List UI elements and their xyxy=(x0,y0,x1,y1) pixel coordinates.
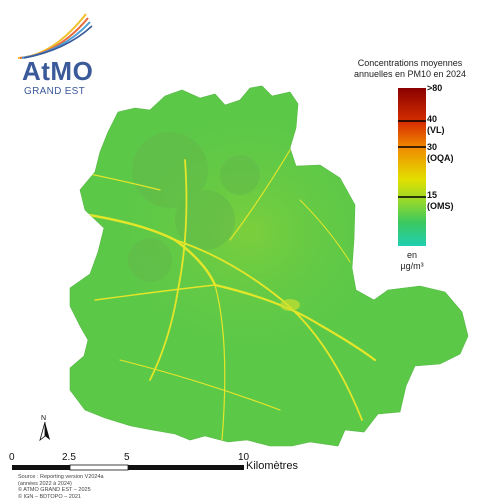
hotspot xyxy=(280,299,300,311)
scale-tick-2-5: 2.5 xyxy=(62,452,76,463)
legend-oqa-value: 30 xyxy=(427,142,438,152)
road-network xyxy=(70,149,377,441)
legend-oms-value: 15 xyxy=(427,190,438,200)
legend-max-label: >80 xyxy=(427,83,443,93)
scale-bar xyxy=(12,464,244,471)
legend-unit: en µg/m³ xyxy=(400,250,424,271)
source-credits: Source : Reporting version V2024a (année… xyxy=(18,474,104,500)
scale-tick-0: 0 xyxy=(9,452,15,463)
legend-vl-value: 40 xyxy=(427,114,438,124)
legend-oms-name: (OMS) xyxy=(427,201,454,211)
urban-texture xyxy=(128,132,260,282)
scale-tick-5: 5 xyxy=(124,452,130,463)
legend-vl-name: (VL) xyxy=(427,125,445,135)
north-letter: N xyxy=(41,415,47,422)
legend-oqa-name: (OQA) xyxy=(427,153,454,163)
logo-swoosh-icon xyxy=(17,13,93,59)
logo-subtitle: GRAND EST xyxy=(24,86,86,97)
logo-name: AtMO xyxy=(22,56,94,86)
atmo-logo: AtMO GRAND EST xyxy=(8,6,108,98)
legend-title: Concentrations moyennes annuelles en PM1… xyxy=(353,58,467,79)
scale-tick-10: 10 xyxy=(238,452,250,463)
legend-color-bar xyxy=(398,88,426,246)
scale-unit: Kilomètres xyxy=(246,460,298,472)
north-arrow-icon xyxy=(39,421,50,442)
